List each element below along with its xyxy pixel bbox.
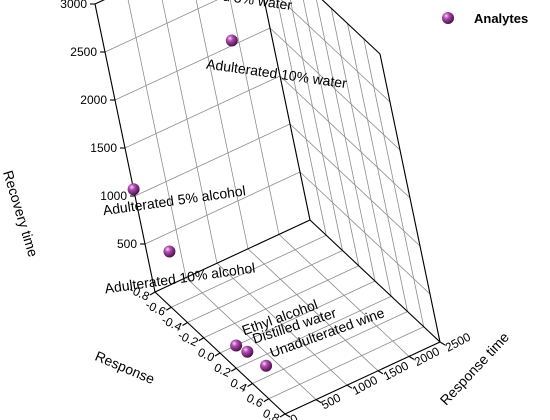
grid-line xyxy=(247,248,379,372)
grid-line xyxy=(268,326,424,400)
grid-line xyxy=(216,262,348,386)
x-tick-mark xyxy=(198,337,205,342)
grid-line xyxy=(161,0,218,264)
point-label: Adulterated 10% alcohol xyxy=(104,259,257,296)
x-tick-mark xyxy=(149,291,156,296)
z-tick-label: 1000 xyxy=(100,189,127,203)
legend-label: Analytes xyxy=(474,11,528,26)
y-tick-mark xyxy=(315,399,322,404)
grid-line xyxy=(195,0,249,249)
x-tick-mark xyxy=(165,306,172,311)
grid-line xyxy=(171,234,327,308)
y-tick-label: 1500 xyxy=(381,358,411,383)
z-tick-label: 1500 xyxy=(90,141,117,155)
data-point xyxy=(260,359,273,372)
data-point xyxy=(241,345,254,358)
y-tick-mark xyxy=(346,384,353,389)
y-tick-label: 500 xyxy=(319,390,344,412)
grid-line xyxy=(127,0,187,278)
legend-marker xyxy=(442,12,454,24)
grid-line xyxy=(316,0,376,282)
z-tick-label: 500 xyxy=(117,237,137,251)
z-tick-label: 2500 xyxy=(70,45,97,59)
y-tick-label: 1000 xyxy=(350,373,380,398)
data-point xyxy=(163,245,176,258)
axis-edge xyxy=(284,341,441,415)
x-tick-label: 0.6 xyxy=(244,391,265,411)
x-axis-title: Response xyxy=(93,348,157,387)
point-label: Adulterated 5% water xyxy=(158,0,293,13)
x-tick-mark xyxy=(182,322,188,326)
data-point xyxy=(225,34,238,47)
x-tick-mark xyxy=(230,367,237,372)
data-point xyxy=(230,339,243,352)
grid-line xyxy=(252,311,408,384)
grid-line xyxy=(203,265,359,339)
grid-line xyxy=(279,75,411,199)
axes xyxy=(90,0,446,418)
x-tick-mark xyxy=(263,398,270,403)
y-tick-label: 2000 xyxy=(412,344,442,369)
grid-line xyxy=(144,171,301,245)
axis-edge xyxy=(263,0,311,221)
legend: Analytes xyxy=(442,11,528,26)
y-tick-label: 2500 xyxy=(443,330,473,355)
grid-line xyxy=(299,171,431,295)
x-tick-mark xyxy=(214,352,221,357)
axis-edge xyxy=(154,219,311,293)
z-axis-title: Recovery time xyxy=(0,168,42,258)
grid-line xyxy=(280,0,391,103)
grid-line xyxy=(134,123,291,197)
x-tick-label: 0.0 xyxy=(196,345,217,365)
point-label: Adulterated 5% alcohol xyxy=(102,182,247,218)
z-tick-label: 3000 xyxy=(60,0,87,11)
data-points xyxy=(127,34,273,372)
grid-line xyxy=(114,27,271,101)
x-tick-mark xyxy=(247,383,253,387)
y-tick-mark xyxy=(408,355,415,360)
y-tick-mark xyxy=(377,370,384,375)
grid-line xyxy=(276,0,327,236)
grid-line xyxy=(302,0,360,266)
grid-line xyxy=(187,250,343,323)
grid-line xyxy=(219,280,376,354)
grid-line xyxy=(104,0,218,53)
y-tick-mark xyxy=(439,341,446,346)
grid-line xyxy=(269,27,401,151)
grid-line xyxy=(278,234,410,357)
axis-edge xyxy=(309,219,441,343)
grid-line xyxy=(289,123,421,247)
grid-line xyxy=(185,277,317,400)
x-tick-label: 0.2 xyxy=(212,360,233,380)
axis-edge xyxy=(321,0,381,55)
y-tick-label: 0 xyxy=(288,411,301,420)
y-tick-mark xyxy=(284,413,291,418)
x-tick-mark xyxy=(279,413,286,418)
axis-edge xyxy=(379,53,441,343)
x-tick-label: 0.4 xyxy=(228,375,249,395)
z-tick-label: 2000 xyxy=(80,93,107,107)
grid-line xyxy=(236,295,392,369)
data-point xyxy=(127,183,140,196)
grid-line xyxy=(124,75,281,149)
